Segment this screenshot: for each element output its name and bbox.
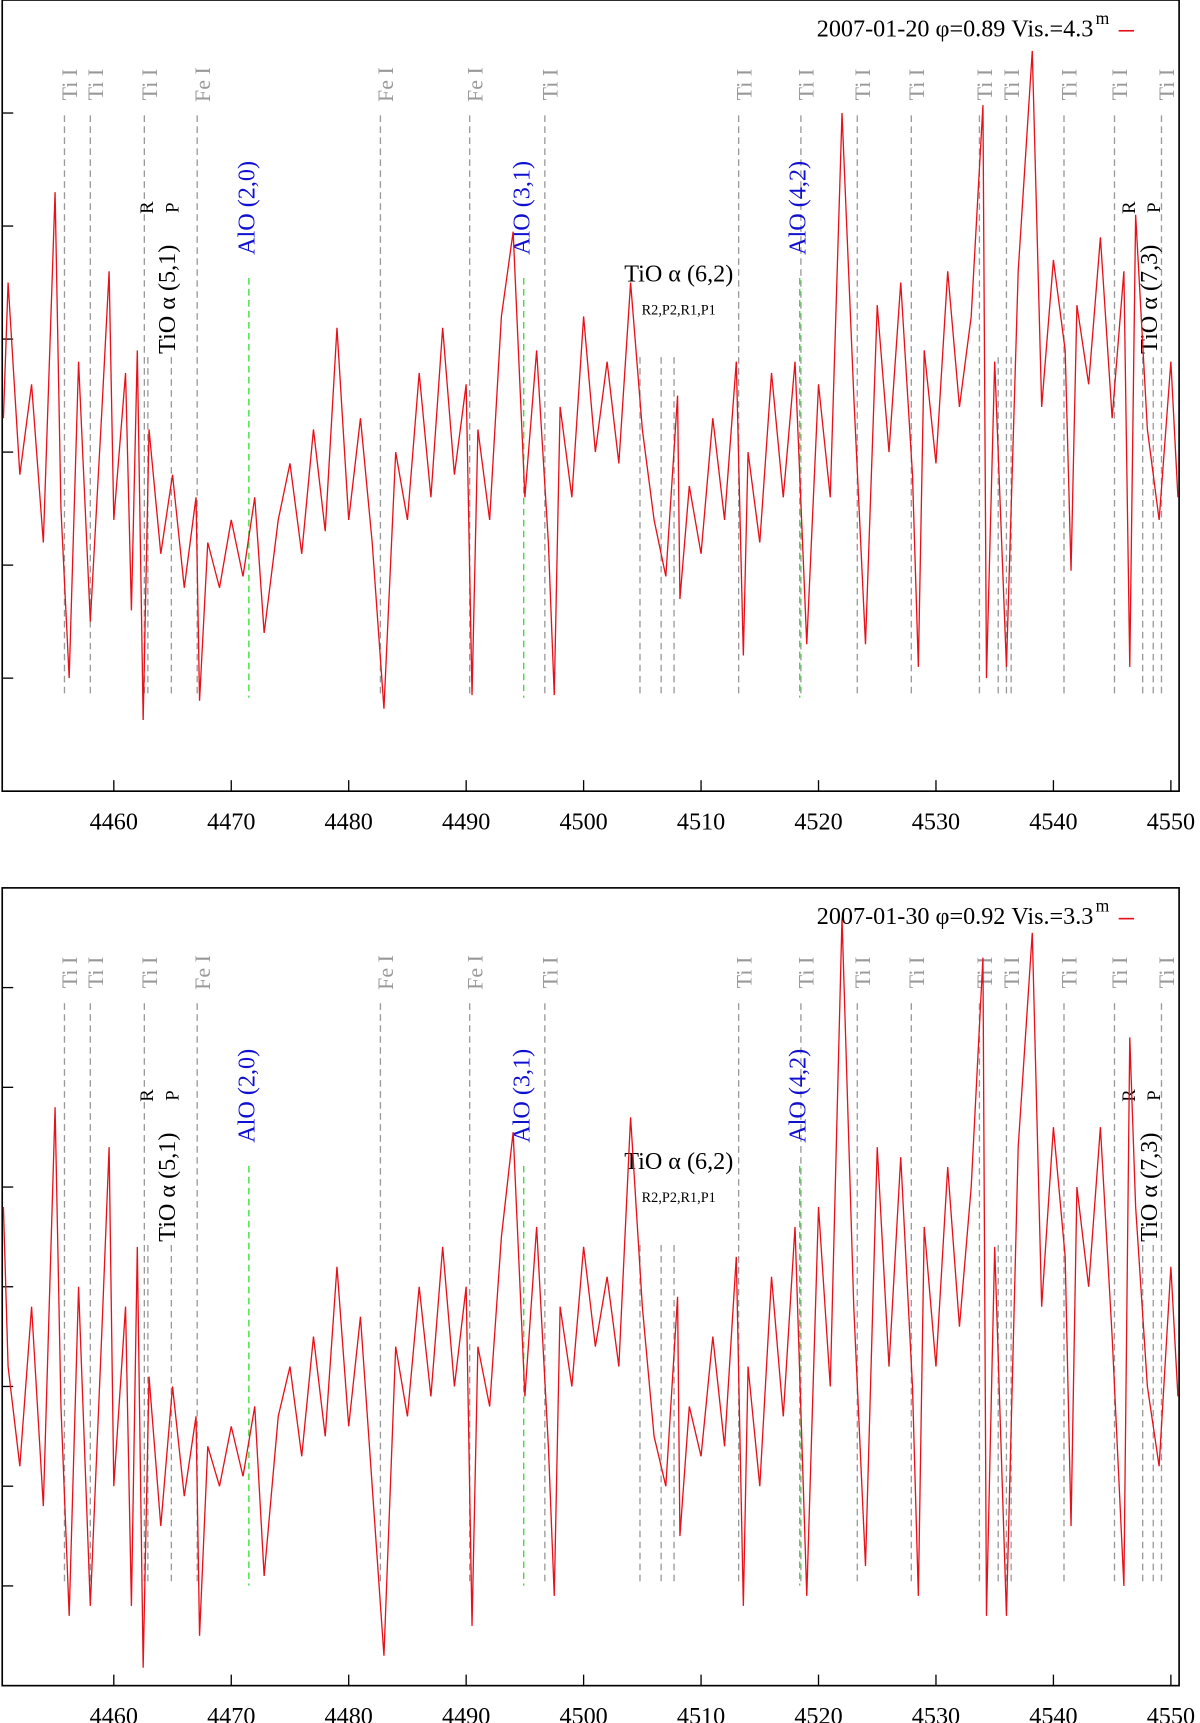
line-label: Ti I xyxy=(137,69,162,101)
line-label: Ti I xyxy=(1107,69,1132,101)
line-label: Ti I xyxy=(57,69,82,101)
band-head-sup: R xyxy=(137,201,158,214)
x-tick-label: 4500 xyxy=(559,809,607,836)
line-label: Ti I xyxy=(850,69,875,101)
band-head-sup: R xyxy=(137,1089,158,1102)
x-tick-label: 4550 xyxy=(1147,1703,1195,1723)
line-label: Ti I xyxy=(794,957,819,989)
line-label: Ti I xyxy=(83,69,108,101)
line-label: Fe I xyxy=(190,955,215,990)
band-label: AlO (4,2) xyxy=(784,161,811,255)
x-tick-label: 4490 xyxy=(442,809,490,836)
line-label: Fe I xyxy=(462,67,487,102)
x-tick-label: 4480 xyxy=(325,809,373,836)
x-tick-label: 4510 xyxy=(677,809,725,836)
x-tick-label: 4480 xyxy=(325,1703,373,1723)
x-tick-label: 4460 xyxy=(90,809,138,836)
legend-sup: m xyxy=(1096,8,1110,28)
x-tick-label: 4520 xyxy=(794,809,842,836)
line-label: Ti I xyxy=(904,69,929,101)
band-label: AlO (2,0) xyxy=(233,1049,260,1143)
band-label: AlO (2,0) xyxy=(233,161,260,255)
line-label: Ti I xyxy=(972,69,997,101)
line-label: Ti I xyxy=(794,69,819,101)
band-center-label: TiO α (6,2) xyxy=(624,1148,733,1175)
band-center-label: TiO α (6,2) xyxy=(624,260,733,287)
line-label: Ti I xyxy=(972,957,997,989)
x-tick-label: 4460 xyxy=(90,1703,138,1723)
x-tick-label: 4470 xyxy=(207,1703,255,1723)
spectrum-line xyxy=(2,50,1179,720)
band-center-sub: R2,P2,R1,P1 xyxy=(642,1190,716,1206)
line-label: Ti I xyxy=(850,957,875,989)
line-label: Ti I xyxy=(1057,957,1082,989)
x-tick-label: 4530 xyxy=(912,1703,960,1723)
line-label: Ti I xyxy=(731,69,756,101)
x-tick-label: 4500 xyxy=(559,1703,607,1723)
x-tick-label: 4540 xyxy=(1029,809,1077,836)
band-label: AlO (3,1) xyxy=(508,1049,535,1143)
line-label: Ti I xyxy=(137,957,162,989)
line-label: Ti I xyxy=(1057,69,1082,101)
x-tick-label: 4510 xyxy=(677,1703,725,1723)
x-tick-label: 4540 xyxy=(1029,1703,1077,1723)
x-tick-label: 4530 xyxy=(912,809,960,836)
band-center-sub: R2,P2,R1,P1 xyxy=(642,302,716,318)
line-label: Ti I xyxy=(1154,957,1179,989)
legend-label: 2007-01-30 φ=0.92 Vis.=3.3 xyxy=(817,903,1094,930)
band-head-sub: P xyxy=(1144,202,1165,212)
line-label: Ti I xyxy=(999,957,1024,989)
line-label: Ti I xyxy=(57,957,82,989)
line-label: Ti I xyxy=(538,69,563,101)
plot-frame xyxy=(1,887,1180,1687)
line-label: Ti I xyxy=(1154,69,1179,101)
line-label: Ti I xyxy=(731,957,756,989)
legend-label: 2007-01-20 φ=0.89 Vis.=4.3 xyxy=(817,15,1094,42)
x-tick-label: 4470 xyxy=(207,809,255,836)
line-label: Fe I xyxy=(373,955,398,990)
line-label: Ti I xyxy=(538,957,563,989)
spectrum-line xyxy=(2,917,1179,1668)
band-head-sub: P xyxy=(1144,1090,1165,1100)
x-tick-label: 4490 xyxy=(442,1703,490,1723)
plot-frame xyxy=(1,0,1180,792)
x-tick-label: 4550 xyxy=(1147,809,1195,836)
line-label: Ti I xyxy=(999,69,1024,101)
band-head-sub: P xyxy=(162,202,183,212)
band-head-label: TiO α (5,1) xyxy=(154,1133,181,1242)
line-label: Fe I xyxy=(462,955,487,990)
line-label: Fe I xyxy=(190,67,215,102)
band-head-sup: R xyxy=(1119,201,1140,214)
band-head-sub: P xyxy=(162,1090,183,1100)
band-head-label: TiO α (7,3) xyxy=(1136,1133,1163,1242)
line-label: Fe I xyxy=(373,67,398,102)
line-label: Ti I xyxy=(904,957,929,989)
band-head-label: TiO α (5,1) xyxy=(154,245,181,354)
legend-sup: m xyxy=(1096,896,1110,916)
x-tick-label: 4520 xyxy=(794,1703,842,1723)
line-label: Ti I xyxy=(1107,957,1132,989)
band-label: AlO (4,2) xyxy=(784,1049,811,1143)
line-label: Ti I xyxy=(83,957,108,989)
